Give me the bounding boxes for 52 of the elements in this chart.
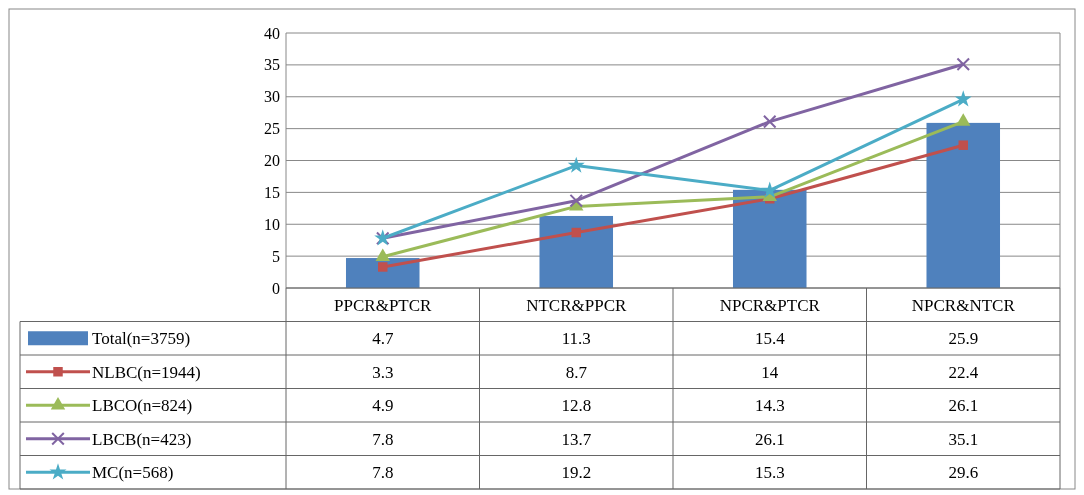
x-tick-label: NTCR&PPCR (526, 295, 627, 315)
y-tick-label: 20 (264, 152, 280, 170)
data-label: 13.7 (561, 429, 592, 449)
point (378, 262, 388, 272)
point (375, 248, 390, 261)
data-label: 26.1 (754, 429, 785, 449)
data-label: 11.3 (561, 329, 591, 349)
point (569, 193, 584, 208)
data-label: 14.3 (754, 396, 785, 416)
y-tick-label: 25 (264, 120, 280, 138)
x-tick-label: NPCR&PTCR (719, 295, 821, 315)
y-tick-label: 5 (272, 247, 280, 265)
y-tick-label: 35 (264, 56, 280, 74)
point (956, 57, 971, 72)
data-label: 4.7 (372, 329, 394, 349)
legend-label: LBCO(n=824) (92, 396, 193, 416)
data-label: 15.4 (754, 329, 786, 349)
y-tick-label: 10 (264, 215, 280, 233)
point (958, 140, 968, 150)
point (761, 181, 779, 198)
y-tick-label: 0 (272, 279, 280, 297)
point (956, 113, 971, 126)
data-label: 22.4 (948, 362, 979, 382)
y-tick-label: 40 (264, 24, 280, 42)
data-label: 8.7 (565, 362, 588, 382)
bar (926, 122, 1001, 288)
legend-label: NLBC(n=1944) (92, 362, 201, 382)
legend-label: Total(n=3759) (92, 329, 191, 349)
data-label: 4.9 (372, 396, 394, 416)
y-tick-label: 15 (264, 183, 280, 201)
data-label: 3.3 (372, 362, 394, 382)
y-tick-label: 30 (264, 88, 280, 106)
point (567, 156, 585, 173)
data-label: 35.1 (948, 429, 979, 449)
data-label: 26.1 (948, 396, 979, 416)
legend-label: LBCB(n=423) (92, 429, 192, 449)
data-label: 14 (761, 362, 779, 382)
x-tick-label: PPCR&PTCR (334, 295, 433, 315)
point (762, 114, 777, 129)
bar (539, 215, 614, 288)
point (571, 227, 581, 238)
data-label: 7.8 (372, 429, 394, 449)
legend-label: MC(n=568) (92, 463, 174, 483)
data-label: 7.8 (372, 463, 394, 483)
point (954, 90, 972, 107)
bar (732, 189, 807, 288)
data-label: 25.9 (948, 329, 979, 349)
data-label: 12.8 (561, 396, 592, 416)
x-tick-label: NPCR&NTCR (911, 295, 1016, 315)
data-label: 29.6 (948, 463, 979, 483)
data-label: 15.3 (754, 463, 785, 483)
data-label: 19.2 (561, 463, 592, 483)
